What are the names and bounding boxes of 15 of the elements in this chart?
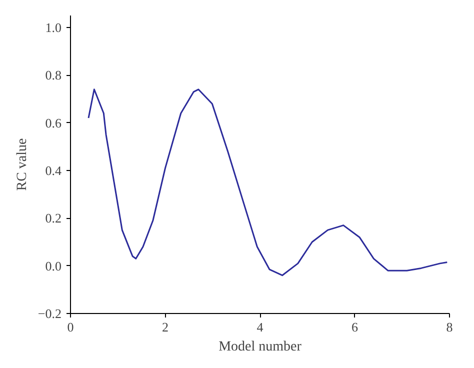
y-tick-label: 0.6 xyxy=(45,115,62,130)
x-tick-label: 8 xyxy=(446,320,453,334)
y-tick-label: 0.8 xyxy=(45,68,62,83)
y-tick-label: 0.2 xyxy=(45,210,62,226)
y-tick-label: −0.2 xyxy=(38,306,62,321)
x-tick-label: 0 xyxy=(67,320,74,334)
y-tick-label: 1.0 xyxy=(45,20,62,35)
x-axis-title: Model number xyxy=(218,340,302,354)
x-tick-label: 6 xyxy=(352,320,358,334)
x-tick-label: 2 xyxy=(162,320,168,334)
line-series xyxy=(88,88,448,276)
y-tick-label: 0.4 xyxy=(45,162,62,178)
x-tick-label: 4 xyxy=(256,320,264,334)
y-tick-label: 0.0 xyxy=(45,258,62,274)
y-axis-title: RC value xyxy=(14,138,30,191)
